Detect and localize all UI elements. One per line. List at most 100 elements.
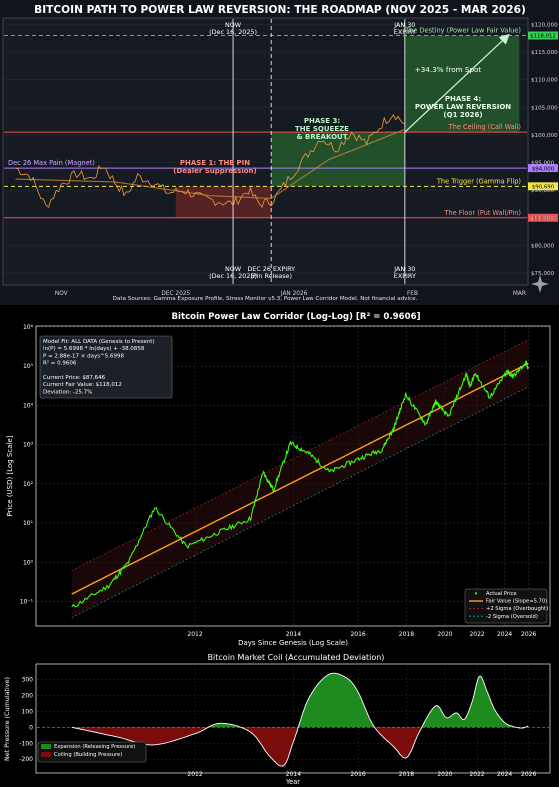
trend-line [15,128,406,199]
power-law-axis-ticks: 10⁻¹ 10⁰ 10¹ 10² 10³ 10⁴ 10⁵ 10⁶ 2012 2014 2016 201… [20,324,537,638]
phase-zone [175,186,272,218]
plus-2-sigma-line [71,339,529,571]
power-law-x-tick: 2020 [437,631,452,638]
coil-y-tick: 300 [22,676,34,683]
vertical-bottom-label: DEC 26 EXPIRY (Pin Release) [247,265,295,280]
power-law-chart: Bitcoin Power Law Corridor (Log-Log) [R²… [6,312,551,647]
coil-x-tick: 2020 [437,771,452,778]
phase-3-label: PHASE 3: THE SQUEEZE & BREAKOUT [295,117,349,141]
expansion-area [71,673,529,728]
roadmap-x-tick: FEB [407,291,418,297]
level-label-trigger: The Trigger (Gamma Flip) [436,177,521,185]
legend-swatch [41,752,51,757]
coil-ylabel: Net Pressure (Cumulative) [3,677,11,761]
level-price-tag [528,182,558,191]
vertical-bottom-label: JAN 30 EXPIRY [393,265,416,280]
legend-label: Actual Price [486,591,517,597]
coil-axis-ticks: -200 -100 0 100 200 300 2012 2014 2016 2018 2020 20… [19,676,536,778]
power-law-legend: Actual Price Fair Value (Slope=5.70)+2 Si… [464,588,548,624]
level-price-tag [528,31,558,40]
power-law-x-tick: 2024 [497,631,512,638]
actual-price-line [71,360,529,608]
coil-y-tick: 200 [22,692,34,699]
roadmap-projection-annotation: +34.3% from Spot [415,65,482,74]
coil-y-tick: 0 [29,724,33,731]
roadmap-phase-zones [175,35,520,218]
level-label-ceiling: The Ceiling (Call Wall) [448,123,521,131]
model-info-line: ln(P) = 5.6998 * ln(days) + -38.0858 [43,346,145,352]
power-law-y-tick: 10⁴ [23,402,34,409]
vertical-bottom-label: NOW (Dec 16, 2025) [209,265,257,280]
coil-legend: Expansion (Releasing Pressure) Coiling (B… [37,741,147,763]
model-info-line: R² = 0.9606 [43,360,77,367]
level-price-tag [528,213,558,222]
roadmap-y-tick: $90,000 [531,188,555,194]
legend-label: Coiling (Building Pressure) [54,752,122,758]
roadmap-title: BITCOIN PATH TO POWER LAW REVERSION: THE… [34,4,526,16]
coil-line [71,672,529,767]
model-info-box: Model Fit: ALL DATA (Genesis to Present)… [39,335,173,399]
sparkle-icon [531,275,549,293]
coil-x-tick: 2014 [286,771,301,778]
power-law-model-lines [71,339,529,618]
roadmap-y-tick: $105,000 [531,105,558,111]
coil-area [37,672,549,767]
power-law-x-tick: 2026 [521,631,536,638]
roadmap-y-tick: $110,000 [531,78,558,84]
legend-label: Fair Value (Slope=5.70) [486,599,547,605]
power-law-xlabel: Days Since Genesis (Log Scale) [238,639,348,647]
roadmap-y-tick: $75,000 [531,271,555,277]
power-law-y-tick: 10⁵ [23,363,34,370]
legend-label: +2 Sigma (Overbought) [486,606,548,612]
power-law-x-tick: 2016 [350,631,365,638]
power-law-x-tick: 2018 [399,631,414,638]
model-info-line: P = 2.88e-17 × days^5.6998 [43,353,124,359]
level-price-tag-label: $90,690 [532,185,555,191]
coil-x-tick: 2018 [399,771,414,778]
power-law-y-tick: 10⁻¹ [20,598,34,605]
roadmap-price-path [15,33,510,208]
model-info-line: Current Fair Value: $118,012 [43,382,122,388]
roadmap-verticals [232,19,406,284]
level-label-destiny: The Destiny (Power Law Fair Value) [404,26,521,34]
power-law-title: Bitcoin Power Law Corridor (Log-Log) [R²… [171,312,420,322]
roadmap-y-tick: $120,000 [531,23,558,29]
phase-zone [404,35,520,133]
model-info-line: Deviation: -25.7% [43,389,92,395]
price-line [15,113,405,208]
roadmap-y-tick: $85,000 [531,216,555,222]
coil-x-tick: 2022 [469,771,484,778]
level-price-tag [528,164,558,173]
coil-x-tick: 2024 [497,771,512,778]
roadmap-y-tick: $100,000 [531,133,558,139]
level-price-tag-label: $85,000 [532,216,555,222]
fair-value-line [71,362,529,595]
power-law-y-tick: 10³ [23,442,34,449]
level-price-tag-label: $94,000 [532,166,555,172]
market-coil-chart: Bitcoin Market Coil (Accumulated Deviati… [3,653,551,786]
legend-label: -2 Sigma (Oversold) [486,614,538,620]
power-law-y-tick: 10¹ [23,520,34,527]
roadmap-chart: BITCOIN PATH TO POWER LAW REVERSION: THE… [0,0,559,305]
roadmap-y-tick: $115,000 [531,50,558,56]
model-info-line: Current Price: $87,646 [43,375,106,381]
minus-2-sigma-line [71,386,529,618]
level-label-max-pain: Dec 26 Max Pain (Magnet) [8,159,95,167]
coil-x-tick: 2026 [521,771,536,778]
roadmap-y-tick: $80,000 [531,243,555,249]
power-law-price-points [71,360,529,608]
roadmap-levels: $118,012 $94,000 $90,690 $85,000 [4,31,558,222]
roadmap-labels: PHASE 1: THE PIN (Dealer Suppression) PHAS… [8,21,521,280]
roadmap-y-tick: $95,000 [531,161,555,167]
roadmap-x-tick: NOV [55,291,68,297]
coil-title: Bitcoin Market Coil (Accumulated Deviati… [208,653,385,662]
phase-4-label: PHASE 4: POWER LAW REVERSION (Q1 2026) [415,95,511,119]
coil-xlabel: Year [285,778,300,786]
roadmap-footnote: Data Sources: Gamma Exposure Profile, St… [113,296,418,302]
power-law-y-tick: 10⁶ [23,324,34,331]
power-law-x-tick: 2022 [469,631,484,638]
legend-swatch [41,744,51,749]
coil-y-tick: -100 [19,740,33,747]
vertical-top-label: JAN 30 EXPIRY [393,21,416,36]
